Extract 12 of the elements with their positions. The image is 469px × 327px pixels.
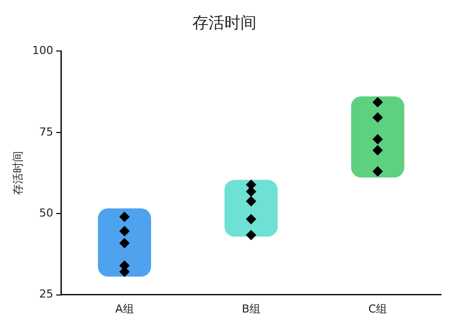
x-tick-label: A组 <box>115 302 134 316</box>
bar <box>351 96 404 178</box>
x-tick-label: C组 <box>368 302 388 316</box>
x-tick-label: B组 <box>242 302 260 316</box>
y-tick-label: 50 <box>39 206 54 220</box>
chart-title: 存活时间 <box>192 12 256 32</box>
y-tick-label: 25 <box>39 288 54 301</box>
y-tick-label: 75 <box>39 125 54 138</box>
y-tick-label: 100 <box>32 44 54 58</box>
y-axis-title: 存活时间 <box>11 151 24 195</box>
bar <box>98 208 152 277</box>
bar <box>224 180 278 237</box>
